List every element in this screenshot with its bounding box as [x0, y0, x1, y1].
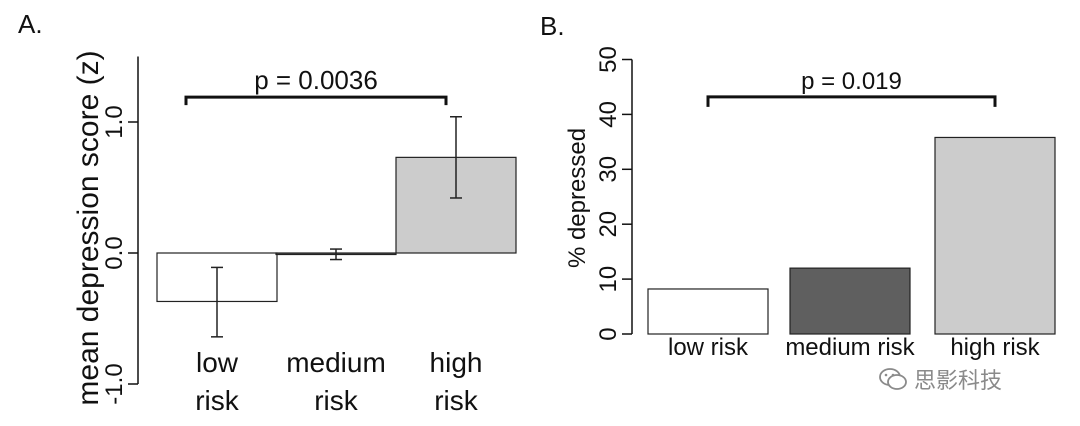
significance-bracket: [184, 95, 448, 106]
watermark-text: 思影科技: [914, 369, 1003, 394]
y-tick-label: -1.0: [101, 363, 128, 404]
significance-label: p = 0.019: [801, 68, 902, 95]
panel-label: A.: [18, 9, 43, 39]
panel-b: B. 0 10 20 30 40 50 % depressed low risk medium r…: [540, 11, 1056, 361]
category-label-0: low risk: [668, 334, 749, 361]
bar-0: [647, 288, 769, 335]
significance-bracket: [706, 95, 997, 107]
bar-1: [789, 267, 911, 335]
y-tick-label: 0: [595, 327, 622, 340]
category-label-0: risk: [195, 385, 240, 416]
category-label-1: medium risk: [785, 334, 915, 361]
y-tick-label: 30: [595, 156, 622, 183]
y-tick-label: 50: [595, 46, 622, 73]
category-label-1: medium: [286, 347, 386, 378]
significance-label: p = 0.0036: [254, 65, 378, 95]
panel-label: B.: [540, 11, 565, 41]
category-label-2: high: [430, 347, 483, 378]
wechat-icon: [879, 368, 907, 390]
y-tick-label: 10: [595, 266, 622, 293]
category-label-2: risk: [434, 385, 479, 416]
bar-2: [934, 136, 1056, 335]
y-tick-label: 40: [595, 101, 622, 128]
watermark: 思影科技: [878, 364, 1002, 394]
y-tick-label: 1.0: [101, 105, 128, 138]
category-label-1: risk: [314, 385, 359, 416]
y-axis-label: % depressed: [564, 128, 591, 268]
y-tick-label: 20: [595, 211, 622, 238]
y-axis-label: mean depression score (z): [72, 50, 105, 405]
category-label-0: low: [196, 347, 239, 378]
category-label-2: high risk: [950, 334, 1040, 361]
y-tick-label: 0.0: [101, 236, 128, 269]
